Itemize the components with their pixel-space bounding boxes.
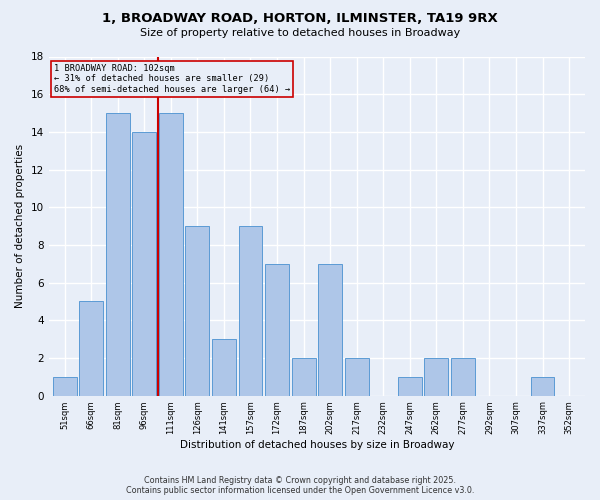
Text: 1, BROADWAY ROAD, HORTON, ILMINSTER, TA19 9RX: 1, BROADWAY ROAD, HORTON, ILMINSTER, TA1… [102, 12, 498, 26]
Bar [159, 113, 183, 396]
X-axis label: Distribution of detached houses by size in Broadway: Distribution of detached houses by size … [179, 440, 454, 450]
Bar [345, 358, 368, 396]
Bar [106, 113, 130, 396]
Text: Size of property relative to detached houses in Broadway: Size of property relative to detached ho… [140, 28, 460, 38]
Bar [53, 376, 77, 396]
Bar [292, 358, 316, 396]
Bar [79, 302, 103, 396]
Bar [265, 264, 289, 396]
Bar [530, 376, 554, 396]
Text: 1 BROADWAY ROAD: 102sqm
← 31% of detached houses are smaller (29)
68% of semi-de: 1 BROADWAY ROAD: 102sqm ← 31% of detache… [54, 64, 290, 94]
Y-axis label: Number of detached properties: Number of detached properties [15, 144, 25, 308]
Text: Contains HM Land Registry data © Crown copyright and database right 2025.
Contai: Contains HM Land Registry data © Crown c… [126, 476, 474, 495]
Bar [398, 376, 422, 396]
Bar [424, 358, 448, 396]
Bar [133, 132, 156, 396]
Bar [318, 264, 342, 396]
Bar [451, 358, 475, 396]
Bar [239, 226, 262, 396]
Bar [185, 226, 209, 396]
Bar [212, 339, 236, 396]
